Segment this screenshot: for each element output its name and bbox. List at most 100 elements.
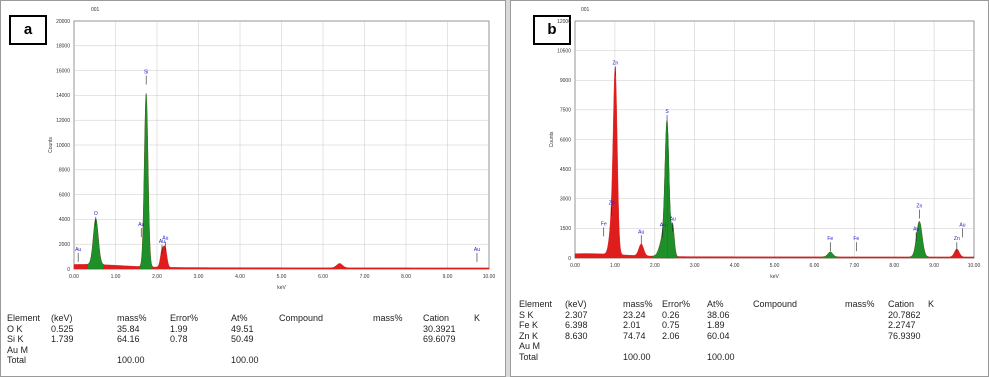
table-header-cell: Compound xyxy=(279,313,324,323)
y-tick-label: 14000 xyxy=(56,93,70,99)
table-row-cell: 6.398 xyxy=(565,320,588,331)
x-axis-label: keV xyxy=(277,285,286,291)
table-row-cell: 0.525 xyxy=(51,323,74,334)
peak-label: Au xyxy=(913,226,919,232)
table-row-cell: 2.2747 xyxy=(888,320,916,331)
x-tick-label: 2.00 xyxy=(650,263,660,269)
table-header-cell: Cation xyxy=(423,313,450,323)
y-tick-label: 12000 xyxy=(557,19,571,25)
x-tick-label: 10.00 xyxy=(968,263,981,269)
y-tick-label: 4000 xyxy=(59,217,70,223)
table-row-cell: 1.739 xyxy=(51,334,74,345)
peak-label: Fe xyxy=(853,236,859,242)
table-row-cell: 100.00 xyxy=(117,355,145,366)
spectrum-chart-b: 0 1500 3000 4500 6000 7500 9000 10500 12000 0.00 1… xyxy=(549,19,981,280)
y-tick-label: 3000 xyxy=(560,197,571,203)
x-tick-label: 3.00 xyxy=(690,263,700,269)
spectrum-panel-b: b 001 0 1500 3000 4500 6000 7500 9000 10500 1200… xyxy=(510,0,989,377)
peak-fill-green xyxy=(822,251,839,259)
peak-label: Si xyxy=(144,70,148,76)
table-row-cell: 35.84 xyxy=(117,323,140,334)
x-tick-label: 1.00 xyxy=(111,274,121,280)
peak-label: S xyxy=(665,109,669,115)
x-tick-label: 1.00 xyxy=(610,263,620,269)
x-tick-label: 2.00 xyxy=(152,274,162,280)
x-tick-label: 7.00 xyxy=(360,274,370,280)
y-tick-label: 12000 xyxy=(56,118,70,124)
y-tick-label: 10000 xyxy=(56,143,70,149)
peak-label: Au xyxy=(159,239,165,245)
spectrum-panel-a: a 001 0 2000 4000 6000 8000 10000 12000 14000 16… xyxy=(0,0,506,377)
x-tick-label: 9.00 xyxy=(929,263,939,269)
table-header-cell: Element xyxy=(7,313,41,323)
table-row-cell: 20.7862 xyxy=(888,309,921,320)
y-tick-label: 4500 xyxy=(560,167,571,173)
table-row-cell: Zn K xyxy=(519,330,539,341)
y-tick-label: 7500 xyxy=(560,108,571,114)
peak-label: Au xyxy=(959,222,965,228)
table-row-cell: O K xyxy=(7,323,23,334)
y-tick-label: 6000 xyxy=(560,137,571,143)
peak-label: Zn xyxy=(954,236,960,242)
table-row-cell: Si K xyxy=(7,334,24,345)
spectrum-title-a: 001 xyxy=(91,7,100,13)
table-header-cell: mass% xyxy=(845,299,875,309)
peak-fill-green xyxy=(140,92,153,270)
table-row-cell: Total xyxy=(519,352,539,362)
table-header-cell: (keV) xyxy=(565,299,587,309)
x-axis-label: keV xyxy=(770,274,779,280)
y-tick-label: 8000 xyxy=(59,168,70,174)
table-row-cell: 49.51 xyxy=(231,323,254,334)
panel-label-b: b xyxy=(533,15,571,45)
table-row-cell: 100.00 xyxy=(623,352,651,362)
y-tick-label: 10500 xyxy=(557,48,571,54)
x-tick-label: 7.00 xyxy=(849,263,859,269)
table-row-cell: 69.6079 xyxy=(423,334,456,345)
table-header-cell: Element xyxy=(519,299,553,309)
table-row-cell: 64.16 xyxy=(117,334,140,345)
peak-label: Fe xyxy=(827,236,833,242)
table-row-cell: 2.06 xyxy=(662,330,680,341)
table-header-cell: Error% xyxy=(170,313,199,323)
table-header-cell: Cation xyxy=(888,299,915,309)
x-tick-label: 6.00 xyxy=(810,263,820,269)
table-row-cell: 2.01 xyxy=(623,320,641,331)
table-header-cell: K xyxy=(928,299,935,309)
peak-label: Au xyxy=(670,216,676,222)
peak-label: Au xyxy=(162,236,168,242)
y-axis-label: Counts xyxy=(549,131,555,147)
panel-divider xyxy=(506,0,510,377)
spectrum-title-b: 001 xyxy=(581,7,590,13)
peak-label: Au xyxy=(75,247,81,253)
table-row-cell: 50.49 xyxy=(231,334,254,345)
table-header-cell: K xyxy=(474,313,481,323)
table-header-cell: Compound xyxy=(753,299,798,309)
y-axis-label: Counts xyxy=(48,137,54,153)
table-header-cell: mass% xyxy=(623,299,653,309)
element-table-a: Element (keV) mass% Error% At% Compound mass% C… xyxy=(7,313,502,375)
x-tick-label: 8.00 xyxy=(401,274,411,280)
panel-label-a: a xyxy=(9,15,47,45)
y-tick-label: 2000 xyxy=(59,242,70,248)
table-row-cell: 38.06 xyxy=(707,309,730,320)
table-row-cell: 60.04 xyxy=(707,330,730,341)
x-tick-label: 0.00 xyxy=(570,263,580,269)
table-row-cell: 76.9390 xyxy=(888,330,921,341)
x-tick-label: 8.00 xyxy=(889,263,899,269)
table-row-cell: 1.89 xyxy=(707,320,725,331)
table-row-cell: Au M xyxy=(519,341,541,352)
x-tick-label: 5.00 xyxy=(770,263,780,269)
y-tick-label: 9000 xyxy=(560,78,571,84)
y-tick-label: 0 xyxy=(67,267,70,273)
table-row-cell: Au M xyxy=(7,344,29,355)
table-row-cell: 1.99 xyxy=(170,323,188,334)
table-row-cell: S K xyxy=(519,309,534,320)
peak-label: O xyxy=(94,211,98,217)
table-header-cell: (keV) xyxy=(51,313,73,323)
y-tick-label: 18000 xyxy=(56,44,70,50)
peak-label: Au xyxy=(660,222,666,228)
table-row-cell: Total xyxy=(7,355,27,366)
y-tick-label: 20000 xyxy=(56,19,70,25)
x-tick-label: 4.00 xyxy=(235,274,245,280)
y-tick-label: 16000 xyxy=(56,68,70,74)
